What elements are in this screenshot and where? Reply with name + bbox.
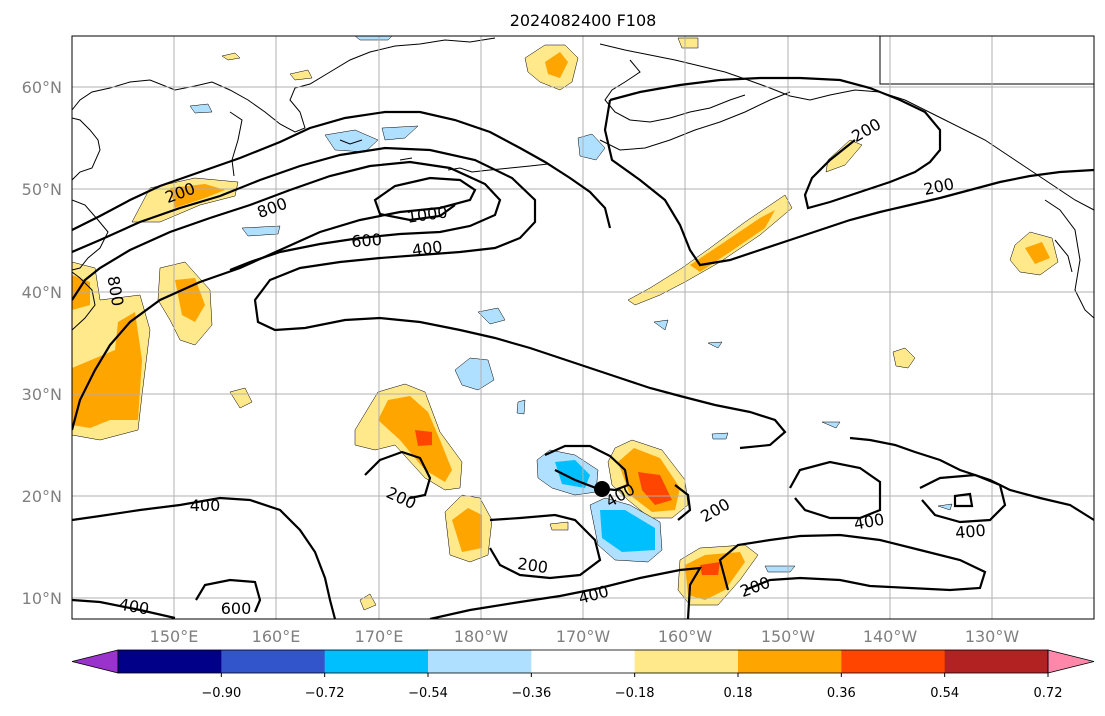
colorbar-segment [531, 650, 636, 673]
colorbar-tick-label: 0.18 [724, 686, 753, 701]
coastlines [72, 36, 1094, 331]
contour-label: 600 [221, 599, 252, 618]
colorbar-segment [428, 650, 532, 673]
lon-label: 150°E [150, 627, 199, 646]
lat-label: 10°N [22, 589, 62, 608]
colorbar-segment [634, 650, 739, 673]
lat-label: 50°N [22, 180, 62, 199]
colorbar-tick-label: −0.18 [615, 686, 655, 701]
lat-label: 20°N [22, 487, 62, 506]
negative-shading [189, 36, 953, 573]
contour-label: 400 [954, 521, 986, 543]
colorbar-tick-label: −0.54 [408, 686, 448, 701]
lon-label: 130°W [965, 627, 1020, 646]
contours [72, 76, 1094, 619]
colorbar-tick-label: −0.36 [511, 686, 551, 701]
colorbar-tick-label: 0.54 [930, 686, 959, 701]
lon-label: 180°W [454, 627, 509, 646]
lon-label: 170°E [355, 627, 404, 646]
map-frame [71, 35, 1095, 620]
colorbar-tick-label: −0.72 [305, 686, 345, 701]
positive-shading [72, 37, 1059, 611]
colorbar-segment [324, 650, 429, 673]
lat-label: 60°N [22, 78, 62, 97]
lon-label: 170°W [556, 627, 611, 646]
contour-label: 400 [411, 237, 444, 260]
colorbar-segment [221, 650, 326, 673]
longitude-labels: 150°E 160°E 170°E 180°W 170°W 160°W 150°W 140°W… [150, 627, 1020, 646]
contour-label: 200 [516, 554, 549, 577]
colorbar-segment [944, 650, 1049, 673]
lat-label: 40°N [22, 283, 62, 302]
storm-center-marker [594, 481, 610, 497]
lon-label: 160°W [658, 627, 713, 646]
colorbar-frame [117, 649, 1049, 674]
colorbar [71, 649, 1095, 674]
colorbar-extend-high [1047, 649, 1095, 674]
lon-label: 140°W [863, 627, 918, 646]
contour-label: 600 [351, 230, 383, 251]
colorbar-tick-label: −0.90 [201, 686, 241, 701]
contour-label: 400 [190, 496, 221, 515]
colorbar-segment [118, 650, 222, 673]
colorbar-ticks: −0.90 −0.72 −0.54 −0.36 −0.18 0.18 0.36 0.54 0.7… [201, 673, 1063, 701]
latitude-labels: 60°N 50°N 40°N 30°N 20°N 10°N [22, 78, 62, 608]
map-title: 2024082400 F108 [510, 11, 657, 30]
map-area: 200 800 1000 600 400 800 200 400 200 400… [72, 36, 1094, 619]
colorbar-extend-low [71, 649, 119, 674]
lon-label: 150°W [761, 627, 816, 646]
colorbar-segment [738, 650, 842, 673]
colorbar-tick-label: 0.36 [827, 686, 856, 701]
lat-label: 30°N [22, 385, 62, 404]
lon-label: 160°E [252, 627, 301, 646]
graticule [72, 36, 1094, 619]
colorbar-segment [841, 650, 946, 673]
colorbar-tick-label: 0.72 [1034, 686, 1063, 701]
